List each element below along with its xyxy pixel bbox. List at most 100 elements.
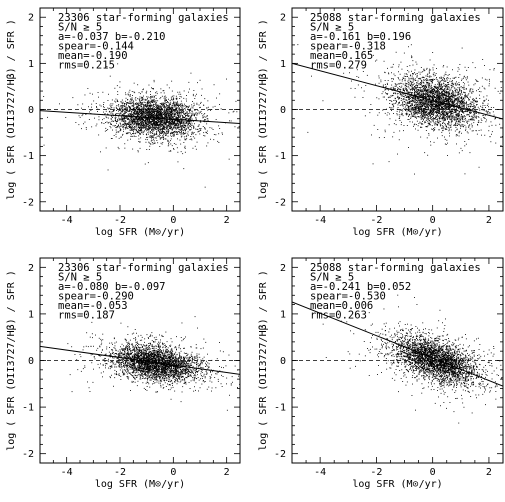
- data-point: [179, 114, 181, 116]
- data-point: [103, 107, 105, 108]
- data-point: [191, 115, 192, 117]
- data-point: [427, 113, 429, 115]
- data-point: [190, 136, 192, 137]
- data-point: [150, 136, 152, 138]
- data-point: [170, 127, 172, 129]
- data-point: [178, 123, 179, 125]
- data-point: [173, 125, 175, 127]
- data-point: [159, 138, 161, 140]
- data-point: [382, 85, 384, 87]
- data-point: [172, 116, 174, 118]
- data-point: [156, 125, 158, 127]
- data-point: [172, 132, 174, 134]
- annotation-line: mean=-0.190: [58, 50, 128, 62]
- data-point: [402, 93, 404, 95]
- data-point: [421, 114, 423, 116]
- data-point: [457, 105, 459, 106]
- data-point: [122, 114, 123, 116]
- data-point: [442, 95, 444, 97]
- data-point: [168, 144, 170, 146]
- data-point: [146, 110, 148, 111]
- data-point: [457, 89, 458, 91]
- data-point: [159, 129, 161, 130]
- data-point: [399, 73, 401, 75]
- data-point: [165, 112, 167, 114]
- data-point: [450, 84, 452, 86]
- data-point: [120, 105, 122, 106]
- data-point: [175, 125, 177, 127]
- data-point: [146, 102, 148, 104]
- data-point: [408, 105, 410, 107]
- data-point: [427, 105, 429, 107]
- data-point: [138, 92, 140, 94]
- data-point: [173, 98, 175, 100]
- data-point: [441, 135, 443, 137]
- data-point: [186, 115, 188, 116]
- data-point: [149, 118, 150, 120]
- data-point: [440, 113, 442, 115]
- data-point: [159, 146, 161, 147]
- data-point: [151, 109, 153, 111]
- data-point: [150, 140, 152, 142]
- data-point: [146, 124, 147, 126]
- data-point: [425, 87, 427, 89]
- data-point: [139, 133, 141, 135]
- data-point: [173, 116, 174, 118]
- data-point: [188, 107, 189, 108]
- data-point: [118, 125, 119, 127]
- data-point: [173, 101, 174, 103]
- data-point: [177, 102, 179, 104]
- data-point: [205, 131, 207, 133]
- data-point: [425, 95, 427, 97]
- data-point: [448, 106, 450, 108]
- data-point: [176, 102, 178, 104]
- data-point: [116, 121, 118, 122]
- data-point: [164, 113, 166, 115]
- data-point: [137, 114, 139, 116]
- data-point: [183, 121, 185, 123]
- data-point: [173, 122, 174, 124]
- data-point: [142, 114, 143, 116]
- data-point: [176, 120, 178, 121]
- data-point: [151, 132, 153, 133]
- data-point: [132, 133, 134, 135]
- data-point: [125, 132, 127, 134]
- data-point: [170, 138, 172, 140]
- data-point: [107, 122, 109, 124]
- data-point: [168, 125, 170, 127]
- data-point: [121, 114, 123, 116]
- data-point: [161, 103, 163, 105]
- data-point: [128, 122, 129, 124]
- data-point: [168, 114, 170, 116]
- data-point: [168, 110, 170, 111]
- data-point: [168, 112, 169, 114]
- data-point: [422, 110, 424, 111]
- data-point: [446, 90, 447, 92]
- data-point: [463, 76, 465, 78]
- data-point: [472, 130, 474, 132]
- data-point: [171, 108, 173, 109]
- data-point: [172, 110, 174, 112]
- data-point: [148, 142, 150, 144]
- data-point: [161, 118, 163, 120]
- data-point: [454, 111, 456, 112]
- data-point: [444, 99, 446, 100]
- data-point: [146, 125, 147, 127]
- data-point: [445, 84, 447, 86]
- data-point: [122, 120, 124, 122]
- data-point: [425, 130, 427, 131]
- data-point: [403, 98, 405, 100]
- data-point: [167, 126, 169, 128]
- data-point: [410, 109, 412, 111]
- data-point: [436, 123, 437, 125]
- data-point: [373, 124, 375, 126]
- data-point: [148, 116, 150, 118]
- data-point: [412, 108, 414, 110]
- data-point: [163, 114, 164, 115]
- data-point: [408, 71, 410, 73]
- data-point: [409, 65, 411, 67]
- data-point: [181, 132, 183, 134]
- data-point: [173, 127, 174, 129]
- data-point: [404, 90, 405, 92]
- data-point: [136, 108, 138, 110]
